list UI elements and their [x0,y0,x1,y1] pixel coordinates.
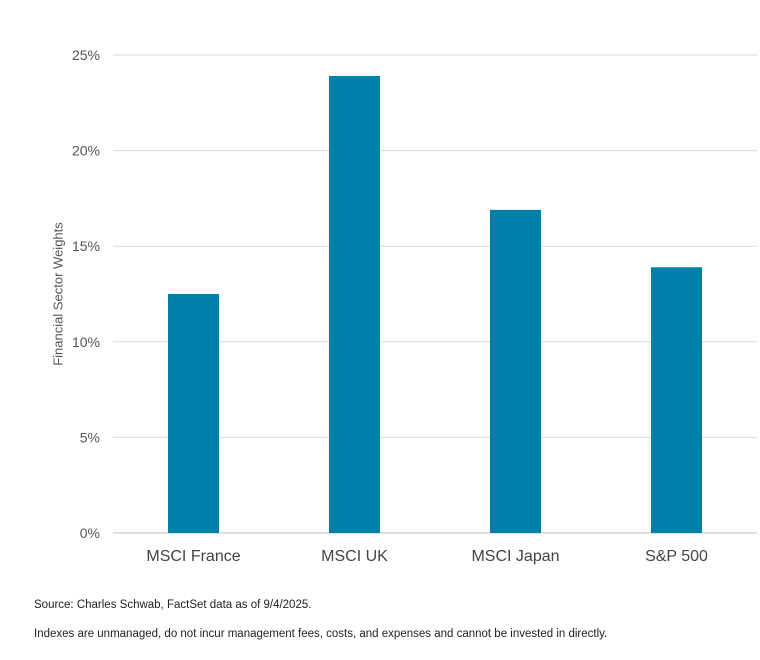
bar-chart: 0% 5% 10% 15% 20% 25% MSCI France MSCI UK MSCI J… [72,47,757,565]
x-tick-label: MSCI UK [321,548,388,565]
disclaimer-note: Indexes are unmanaged, do not incur mana… [34,628,608,640]
y-tick-label: 15% [72,238,100,254]
x-tick-label: MSCI Japan [471,548,559,565]
y-tick-label: 0% [80,525,100,541]
bar-msci-france [168,294,219,533]
bar-msci-uk [329,76,380,534]
source-note: Source: Charles Schwab, FactSet data as … [34,599,312,611]
y-tick-label: 25% [72,47,100,63]
chart-area: 0% 5% 10% 15% 20% 25% MSCI France MSCI UK MSCI J… [50,47,757,565]
y-tick-label: 5% [80,429,100,445]
y-tick-label: 20% [72,143,100,159]
bar-s-p-500 [651,267,702,533]
bar-msci-japan [490,209,541,533]
y-tick-label: 10% [72,334,100,350]
x-tick-label: MSCI France [146,548,240,565]
x-tick-label: S&P 500 [645,548,708,565]
y-axis-title: Financial Sector Weights [50,222,66,366]
